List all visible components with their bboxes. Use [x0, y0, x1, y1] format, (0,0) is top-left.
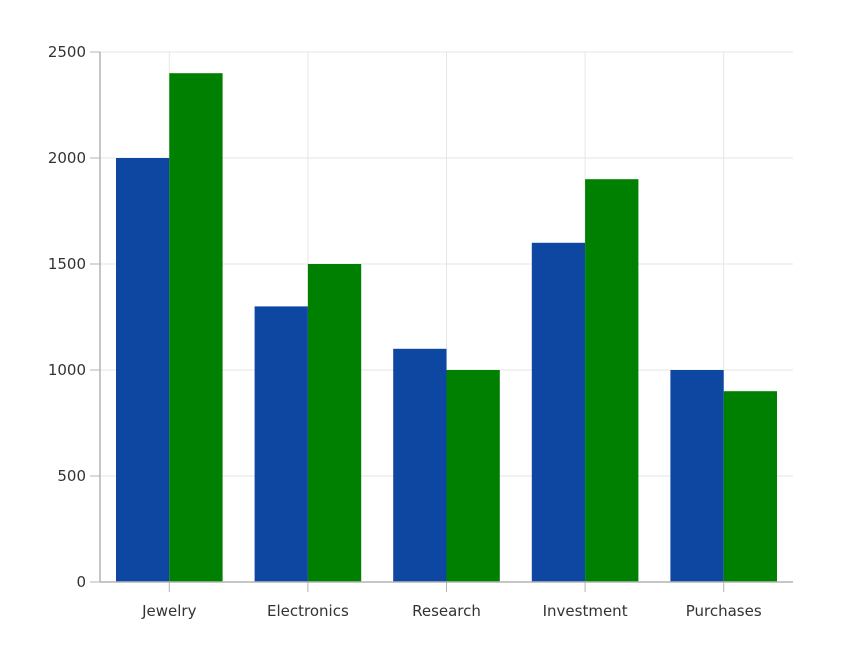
x-tick-label: Investment	[543, 602, 628, 620]
tick-labels: 0 500 1000 1500 2000 2500 Jewelry Electronics Re…	[48, 43, 762, 620]
x-tick-label: Purchases	[686, 602, 762, 620]
bar-research-series-1	[393, 348, 447, 582]
y-tick-label: 2000	[48, 149, 86, 167]
axes	[90, 51, 793, 592]
bar-electronics-series-2	[307, 264, 362, 582]
x-tick-label: Research	[412, 602, 481, 620]
y-tick-label: 500	[57, 467, 86, 485]
bar-purchases-series-2	[723, 391, 777, 582]
y-tick-label: 1500	[48, 255, 86, 273]
bar-investment-series-1	[531, 242, 586, 583]
x-tick-label: Jewelry	[141, 602, 196, 620]
bar-jewelry-series-1	[116, 158, 170, 582]
bar-purchases-series-1	[670, 370, 724, 582]
x-tick-label: Electronics	[267, 602, 349, 620]
bars	[116, 73, 777, 583]
y-tick-label: 2500	[48, 43, 86, 61]
y-tick-label: 1000	[48, 361, 86, 379]
bar-jewelry-series-2	[169, 73, 223, 582]
bar-electronics-series-1	[254, 306, 308, 582]
y-tick-label: 0	[76, 573, 86, 591]
bar-investment-series-2	[585, 179, 639, 582]
bar-research-series-2	[446, 370, 500, 582]
